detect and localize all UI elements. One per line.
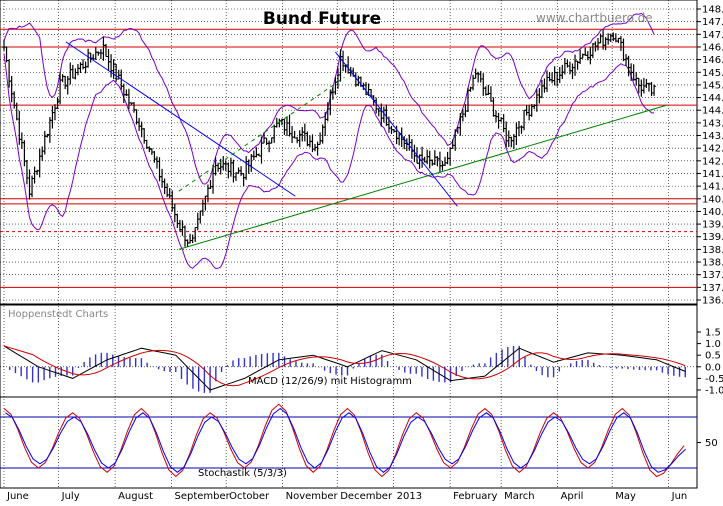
price-tick-label: 147.0: [702, 30, 723, 41]
month-label: June: [6, 491, 29, 502]
stochastic-panel: [0, 403, 697, 478]
price-tick-label: 138.5: [702, 245, 723, 256]
price-tick-label: 139.0: [702, 232, 723, 243]
price-tick-label: 146.0: [702, 55, 723, 66]
price-tick-label: 147.5: [702, 17, 723, 28]
stochastic-tick-label: 50: [705, 438, 718, 449]
source-watermark: www.chartbuero.de: [536, 11, 653, 25]
price-panel: [0, 12, 697, 288]
macd-signal-line: [3, 345, 686, 387]
price-tick-label: 137.0: [702, 283, 723, 294]
macd-label: MACD (12/26/9) mit Histogramm: [248, 376, 412, 387]
macd-tick-label: -0.5: [705, 374, 723, 385]
stochastic-label: Stochastik (5/3/3): [198, 468, 287, 479]
dashed-channel-line: [178, 76, 345, 192]
macd-tick-label: 1.0: [705, 339, 721, 350]
month-label: November: [286, 491, 339, 502]
stochastic-line: [5, 407, 686, 473]
month-label: Jun: [671, 491, 688, 502]
price-tick-label: 144.0: [702, 106, 723, 117]
price-tick-label: 144.5: [702, 93, 723, 104]
price-tick-label: 143.5: [702, 118, 723, 129]
price-tick-label: 136.5: [702, 296, 723, 307]
price-tick-label: 140.5: [702, 194, 723, 205]
price-tick-label: 139.5: [702, 220, 723, 231]
macd-tick-label: 0.5: [705, 351, 721, 362]
price-tick-label: 145.5: [702, 68, 723, 79]
macd-tick-label: -1.0: [705, 386, 723, 397]
month-label: July: [61, 491, 80, 502]
month-label: October: [229, 491, 270, 502]
price-tick-label: 145.0: [702, 80, 723, 91]
price-tick-label: 140.0: [702, 207, 723, 218]
month-label: March: [504, 491, 534, 502]
price-tick-label: 137.5: [702, 270, 723, 281]
month-label: December: [340, 491, 393, 502]
macd-panel: [0, 345, 697, 393]
lower-band-line: [3, 53, 655, 270]
upper-band-line: [3, 12, 655, 185]
chart-title: Bund Future: [263, 9, 381, 29]
price-tick-label: 146.5: [702, 42, 723, 53]
price-tick-label: 138.0: [702, 258, 723, 269]
macd-panel-frame: [0, 304, 698, 398]
trendline: [65, 41, 296, 197]
macd-line: [3, 345, 686, 391]
stochastic-panel-frame: [0, 396, 698, 489]
price-tick-label: 142.0: [702, 156, 723, 167]
hoppenstedt-watermark: Hoppenstedt Charts: [8, 309, 108, 320]
trendline: [335, 51, 458, 207]
price-tick-label: 148.0: [702, 5, 723, 16]
month-label: August: [118, 491, 153, 502]
price-tick-label: 141.0: [702, 182, 723, 193]
month-label: February: [453, 491, 497, 502]
month-label: 2013: [397, 491, 422, 502]
month-label: April: [561, 491, 584, 502]
month-label: May: [615, 491, 636, 502]
price-tick-label: 143.0: [702, 131, 723, 142]
macd-tick-label: 0.0: [705, 362, 721, 373]
month-label: September: [175, 491, 231, 502]
trendline: [178, 104, 667, 250]
price-panel-frame: [0, 0, 698, 305]
price-tick-label: 141.5: [702, 169, 723, 180]
macd-tick-label: 1.5: [705, 328, 721, 339]
price-tick-label: 142.5: [702, 144, 723, 155]
